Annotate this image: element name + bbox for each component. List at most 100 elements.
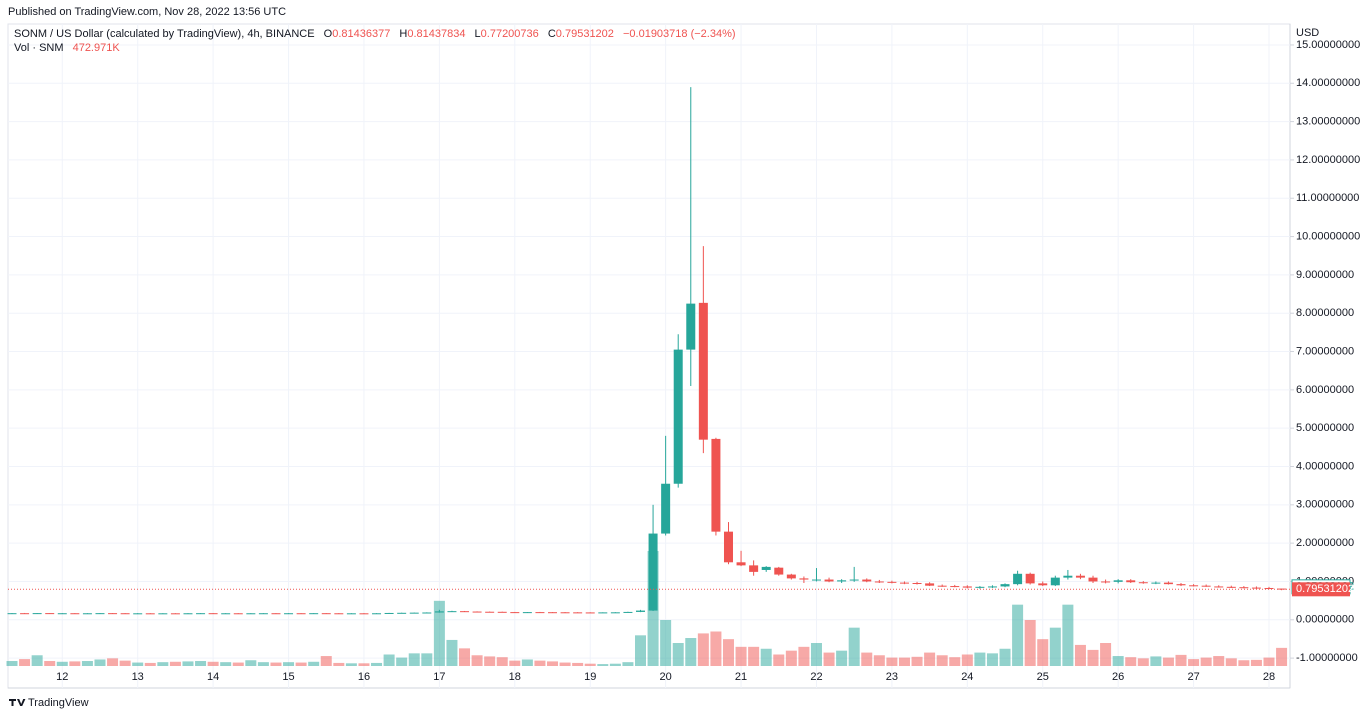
candle-body bbox=[1038, 583, 1048, 586]
volume-bar bbox=[986, 653, 998, 666]
candle-body bbox=[749, 565, 759, 572]
volume-bar bbox=[710, 631, 722, 666]
candle-body bbox=[1264, 587, 1274, 589]
candle-body bbox=[1201, 585, 1211, 587]
volume-bar bbox=[735, 646, 747, 666]
candle-body bbox=[824, 579, 834, 582]
price-tag bbox=[1292, 582, 1350, 597]
volume-bar bbox=[320, 656, 332, 666]
candle-body bbox=[1176, 584, 1186, 586]
candle-body bbox=[774, 567, 784, 575]
candle-body bbox=[497, 611, 507, 613]
volume-bar bbox=[635, 635, 646, 666]
candle-body bbox=[296, 613, 306, 615]
volume-bar bbox=[1250, 659, 1262, 666]
volume-bar bbox=[383, 654, 395, 666]
volume-bar bbox=[760, 648, 772, 666]
candle-body bbox=[284, 613, 294, 615]
grid bbox=[8, 24, 1290, 688]
candle-body bbox=[1163, 582, 1173, 585]
candle-body bbox=[648, 533, 658, 611]
volume-label: Vol · SNM bbox=[14, 42, 64, 54]
volume-bar bbox=[19, 659, 31, 666]
candle-body bbox=[384, 612, 394, 614]
candle-body bbox=[208, 613, 218, 615]
y-tick-label: 9.00000000 bbox=[1296, 269, 1354, 281]
y-tick-label: 3.00000000 bbox=[1296, 499, 1354, 511]
volume-bar bbox=[1150, 656, 1162, 666]
candle-body bbox=[133, 613, 143, 615]
published-note: Published on TradingView.com, Nov 28, 20… bbox=[8, 6, 287, 18]
candle-body bbox=[962, 586, 972, 588]
candle-body bbox=[862, 579, 872, 582]
volume-bar bbox=[1162, 657, 1174, 666]
candle-body bbox=[1226, 586, 1236, 588]
candle-body bbox=[925, 583, 935, 586]
candle-body bbox=[522, 612, 532, 614]
candle-body bbox=[761, 566, 771, 570]
candle-body bbox=[309, 613, 319, 615]
candle-body bbox=[1126, 580, 1136, 583]
volume-bar bbox=[1112, 656, 1124, 666]
volume-value: 472.971K bbox=[72, 42, 120, 54]
x-tick-label: 16 bbox=[358, 671, 370, 683]
volume-bar bbox=[119, 660, 131, 666]
volume-bar bbox=[609, 663, 621, 666]
candle-body bbox=[548, 612, 558, 614]
volume-bar bbox=[924, 652, 936, 666]
y-tick-label: 0.00000000 bbox=[1296, 614, 1354, 626]
candle-body bbox=[661, 483, 671, 534]
volume-bar bbox=[597, 664, 609, 666]
volume-bar bbox=[873, 655, 885, 666]
volume-bar bbox=[81, 661, 93, 666]
candle-body bbox=[1138, 582, 1148, 584]
volume-bar bbox=[722, 639, 734, 666]
candle-body bbox=[233, 613, 243, 615]
volume-bar bbox=[521, 659, 533, 666]
candle-body bbox=[1025, 573, 1035, 584]
candle-layer bbox=[7, 87, 1287, 615]
volume-bar bbox=[1175, 654, 1187, 666]
candle-body bbox=[610, 612, 620, 614]
y-tick-label: 10.00000000 bbox=[1296, 230, 1360, 242]
candle-body bbox=[258, 613, 268, 615]
volume-bar bbox=[132, 662, 144, 666]
candle-body bbox=[1189, 585, 1199, 587]
y-tick-label: 12.00000000 bbox=[1296, 154, 1360, 166]
y-tick-label: 8.00000000 bbox=[1296, 307, 1354, 319]
candle-body bbox=[334, 613, 344, 615]
volume-bar bbox=[283, 662, 295, 666]
candle-body bbox=[321, 613, 331, 615]
volume-bar bbox=[220, 662, 232, 666]
volume-bar bbox=[232, 662, 244, 666]
volume-bar bbox=[182, 661, 194, 666]
volume-bar bbox=[421, 653, 433, 666]
volume-bar bbox=[44, 661, 56, 666]
volume-bar bbox=[459, 648, 471, 666]
volume-bar bbox=[785, 650, 797, 666]
y-tick-label: 14.00000000 bbox=[1296, 77, 1360, 89]
volume-bar bbox=[810, 643, 822, 666]
volume-bar bbox=[484, 656, 496, 666]
candle-body bbox=[560, 612, 570, 614]
candle-body bbox=[359, 613, 369, 615]
candle-body bbox=[271, 613, 281, 615]
x-tick-label: 12 bbox=[56, 671, 68, 683]
candle-body bbox=[422, 612, 432, 614]
volume-bar bbox=[295, 662, 307, 666]
candle-body bbox=[1251, 587, 1261, 589]
candle-body bbox=[573, 612, 583, 614]
candle-body bbox=[221, 613, 231, 615]
ohlc-value: 0.79531202 bbox=[555, 28, 614, 40]
x-tick-label: 13 bbox=[132, 671, 144, 683]
volume-bar bbox=[333, 662, 345, 666]
volume-bar bbox=[798, 646, 810, 666]
candle-body bbox=[372, 613, 382, 615]
candle-body bbox=[874, 581, 884, 583]
y-axis-label: USD bbox=[1296, 27, 1319, 39]
volume-bar bbox=[345, 663, 357, 666]
y-tick-label: 7.00000000 bbox=[1296, 345, 1354, 357]
candle-body bbox=[145, 613, 155, 615]
y-tick-label: 11.00000000 bbox=[1296, 192, 1359, 204]
